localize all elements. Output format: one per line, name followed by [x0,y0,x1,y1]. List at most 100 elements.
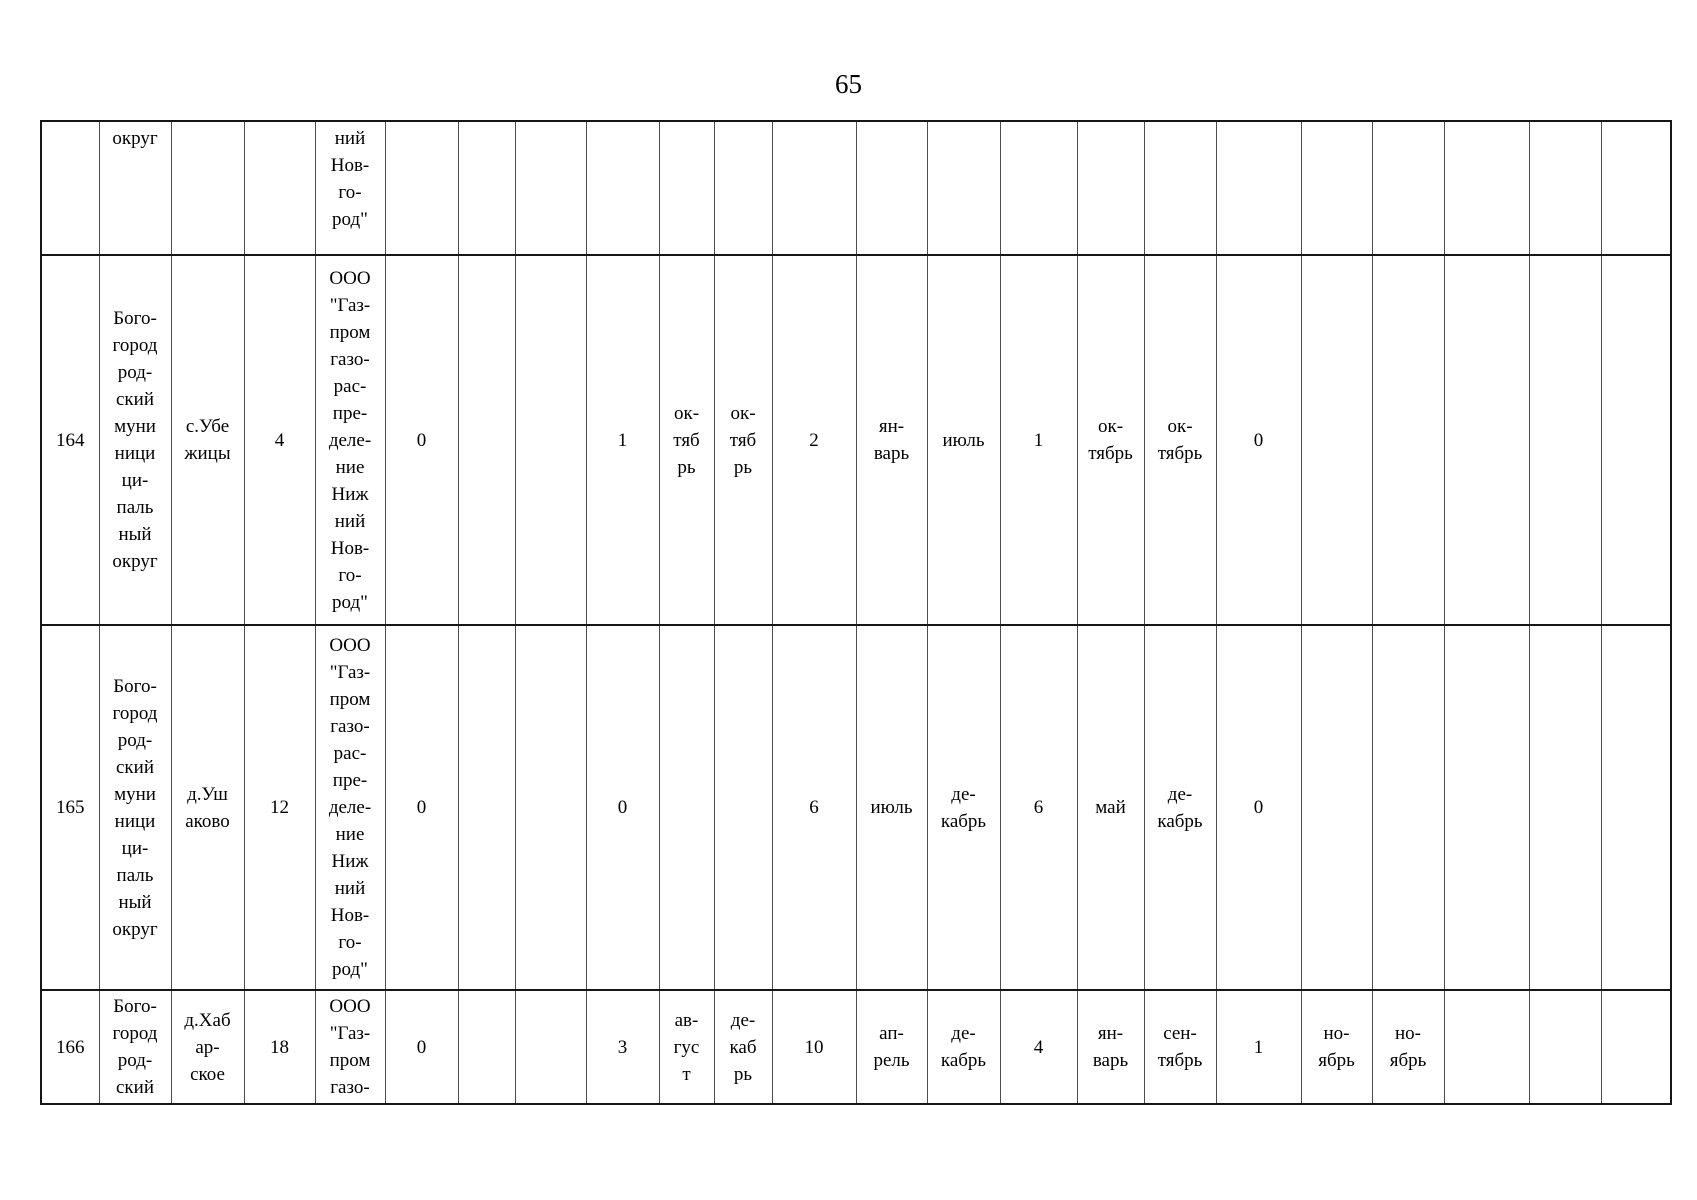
cell-row-164-col21 [1443,254,1530,626]
cell-row-165-col15: 6 [999,624,1078,991]
cell-row-164-col10: ок- тяб рь [658,254,715,626]
cell-row-continuation-col17 [1143,120,1217,256]
cell-row-continuation-col7 [457,120,516,256]
cell-row-165-col6: 0 [384,624,459,991]
cell-row-166-col5: ООО "Газ- пром газо- [314,989,386,1105]
cell-row-continuation-col11 [713,120,773,256]
row-166: 166 Бого- город род- ский д.Хаб ар- ское 18… [40,989,1672,1105]
cell-row-164-col11: ок- тяб рь [713,254,773,626]
cell-row-166-col15: 4 [999,989,1078,1105]
cell-row-continuation-col14 [926,120,1001,256]
cell-row-164-col5: ООО "Газ- пром газо- рас- пре- деле- ние… [314,254,386,626]
cell-row-164-col23 [1600,254,1672,626]
page-number: 65 [835,69,862,99]
cell-row-166-col3: д.Хаб ар- ское [170,989,245,1105]
cell-row-164-col15: 1 [999,254,1078,626]
cell-row-continuation-col10 [658,120,715,256]
cell-row-continuation-col12 [771,120,857,256]
cell-row-165-col3: д.Уш аково [170,624,245,991]
cell-row-166-col18: 1 [1215,989,1302,1105]
cell-row-166-col6: 0 [384,989,459,1105]
cell-row-165-col9: 0 [585,624,660,991]
cell-row-164-col22 [1528,254,1602,626]
cell-row-continuation-col22 [1528,120,1602,256]
cell-row-165-col1: 165 [40,624,100,991]
cell-row-164-col19 [1300,254,1373,626]
cell-row-165-col16: май [1076,624,1145,991]
cell-row-continuation-col16 [1076,120,1145,256]
cell-row-166-col2: Бого- город род- ский [98,989,172,1105]
cell-row-165-col12: 6 [771,624,857,991]
cell-row-164-col12: 2 [771,254,857,626]
cell-row-166-col9: 3 [585,989,660,1105]
cell-row-continuation-col5: ний Нов- го- род" [314,120,386,256]
cell-row-165-col17: де- кабрь [1143,624,1217,991]
cell-row-164-col16: ок- тябрь [1076,254,1145,626]
cell-row-164-col1: 164 [40,254,100,626]
cell-row-165-col23 [1600,624,1672,991]
cell-row-continuation-col21 [1443,120,1530,256]
cell-row-165-col4: 12 [243,624,316,991]
cell-row-164-col8 [514,254,587,626]
row-continuation: округ ний Нов- го- род" [40,120,1672,256]
cell-row-continuation-col15 [999,120,1078,256]
cell-row-165-col11 [713,624,773,991]
cell-row-164-col17: ок- тябрь [1143,254,1217,626]
cell-row-166-col8 [514,989,587,1105]
cell-row-164-col20 [1371,254,1445,626]
cell-row-165-col20 [1371,624,1445,991]
cell-row-164-col9: 1 [585,254,660,626]
cell-row-166-col7 [457,989,516,1105]
cell-row-166-col23 [1600,989,1672,1105]
cell-row-164-col7 [457,254,516,626]
cell-row-165-col18: 0 [1215,624,1302,991]
cell-row-165-col19 [1300,624,1373,991]
cell-row-165-col8 [514,624,587,991]
cell-row-164-col2: Бого- город род- ский муни ници ци- паль… [98,254,172,626]
cell-row-continuation-col1 [40,120,100,256]
cell-row-continuation-col13 [855,120,928,256]
cell-row-continuation-col3 [170,120,245,256]
cell-row-165-col10 [658,624,715,991]
cell-row-165-col14: де- кабрь [926,624,1001,991]
cell-row-166-col12: 10 [771,989,857,1105]
cell-row-164-col13: ян- варь [855,254,928,626]
cell-row-166-col10: ав- гус т [658,989,715,1105]
cell-row-166-col4: 18 [243,989,316,1105]
cell-row-continuation-col23 [1600,120,1672,256]
cell-row-165-col7 [457,624,516,991]
cell-row-164-col3: с.Убе жицы [170,254,245,626]
cell-row-164-col14: июль [926,254,1001,626]
cell-row-continuation-col19 [1300,120,1373,256]
cell-row-164-col6: 0 [384,254,459,626]
cell-row-continuation-col2: округ [98,120,172,256]
report-table-body: округ ний Нов- го- род" 164 Бого- город род… [40,120,1672,1105]
row-165: 165 Бого- город род- ский муни ници ци- п… [40,624,1672,991]
cell-row-continuation-col8 [514,120,587,256]
cell-row-165-col21 [1443,624,1530,991]
cell-row-continuation-col18 [1215,120,1302,256]
cell-row-166-col19: но- ябрь [1300,989,1373,1105]
cell-row-166-col17: сен- тябрь [1143,989,1217,1105]
cell-row-166-col11: де- каб рь [713,989,773,1105]
cell-row-166-col1: 166 [40,989,100,1105]
cell-row-166-col13: ап- рель [855,989,928,1105]
cell-row-continuation-col9 [585,120,660,256]
cell-row-continuation-col6 [384,120,459,256]
cell-row-165-col13: июль [855,624,928,991]
cell-row-164-col18: 0 [1215,254,1302,626]
cell-row-165-col22 [1528,624,1602,991]
cell-row-165-col5: ООО "Газ- пром газо- рас- пре- деле- ние… [314,624,386,991]
cell-row-166-col20: но- ябрь [1371,989,1445,1105]
row-164: 164 Бого- город род- ский муни ници ци- п… [40,254,1672,626]
cell-row-166-col14: де- кабрь [926,989,1001,1105]
cell-row-continuation-col4 [243,120,316,256]
report-table: округ ний Нов- го- род" 164 Бого- город род… [40,120,1672,1105]
cell-row-164-col4: 4 [243,254,316,626]
cell-row-166-col16: ян- варь [1076,989,1145,1105]
cell-row-165-col2: Бого- город род- ский муни ници ци- паль… [98,624,172,991]
cell-row-continuation-col20 [1371,120,1445,256]
cell-row-166-col22 [1528,989,1602,1105]
cell-row-166-col21 [1443,989,1530,1105]
